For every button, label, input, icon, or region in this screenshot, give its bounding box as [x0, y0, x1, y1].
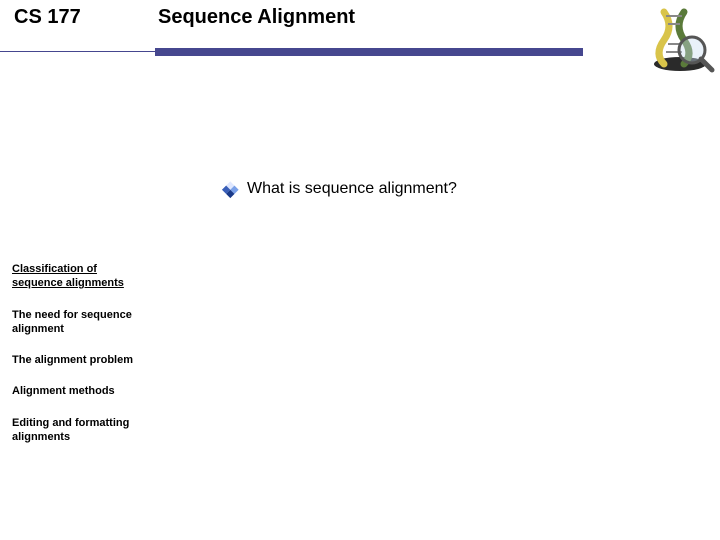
topic-sidebar: Classification of sequence alignments Th…	[12, 262, 142, 461]
sidebar-item-problem[interactable]: The alignment problem	[12, 353, 142, 367]
diamond-bullet-icon	[223, 181, 240, 198]
title-divider	[0, 46, 720, 58]
course-code: CS 177	[14, 6, 154, 29]
dna-magnifier-icon	[630, 2, 716, 82]
divider-thin-segment	[0, 51, 155, 52]
sidebar-item-need[interactable]: The need for sequence alignment	[12, 308, 142, 337]
slide-title: Sequence Alignment	[154, 6, 355, 29]
body-text: What is sequence alignment?	[247, 180, 457, 198]
sidebar-item-editing[interactable]: Editing and formatting alignments	[12, 416, 142, 445]
sidebar-item-classification[interactable]: Classification of sequence alignments	[12, 262, 142, 291]
sidebar-item-methods[interactable]: Alignment methods	[12, 384, 142, 398]
divider-thick-segment	[155, 48, 583, 56]
body-content: What is sequence alignment?	[225, 180, 680, 198]
